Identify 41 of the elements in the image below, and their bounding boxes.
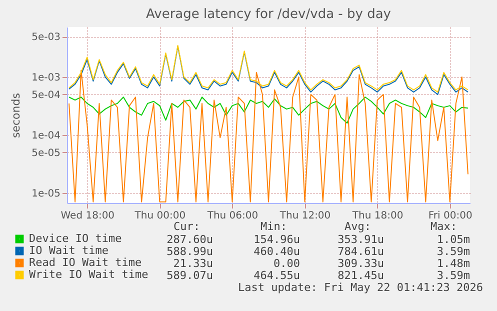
text: Cur: — [174, 220, 200, 233]
legend-label: Read IO Wait time — [29, 256, 142, 269]
text: 464.55u — [254, 269, 300, 282]
text: 3.59m — [436, 269, 470, 282]
text: Min: — [260, 220, 287, 233]
y-tick-label: 1e-04 — [32, 130, 60, 142]
y-tick-label: 1e-03 — [32, 72, 60, 84]
y-tick-label: 5e-05 — [32, 148, 60, 159]
text: 3.59m — [436, 245, 470, 258]
x-tick-label: Thu 18:00 — [351, 210, 404, 222]
y-tick-label: 5e-03 — [32, 32, 60, 44]
legend-label: Device IO time — [29, 232, 122, 245]
text: 309.33u — [338, 257, 384, 270]
x-tick-label: Fri 00:00 — [428, 210, 472, 222]
text: 1.48m — [436, 257, 470, 270]
text: 588.99u — [166, 245, 213, 258]
text: 784.61u — [338, 245, 384, 258]
y-tick-label: 1e-05 — [32, 188, 60, 200]
text: 1.05m — [436, 233, 470, 246]
text: 821.45u — [338, 269, 384, 282]
text: Last update: Fri May 22 01:41:23 2026 — [238, 281, 483, 294]
chart-title: Average latency for /dev/vda - by day — [146, 7, 392, 22]
legend-label: Write IO Wait time — [29, 268, 148, 281]
legend-label: IO Wait time — [29, 244, 108, 257]
text: 0.00 — [274, 257, 300, 270]
text: 154.96u — [254, 233, 300, 246]
text: 287.60u — [166, 233, 213, 246]
text: 589.07u — [166, 269, 213, 282]
x-tick-label: Thu 06:00 — [206, 210, 258, 222]
line-series — [68, 70, 468, 202]
y-axis-title: seconds — [10, 92, 23, 138]
text: 353.91u — [338, 233, 384, 246]
text: Avg: — [344, 220, 371, 233]
y-tick-label: 5e-04 — [32, 90, 60, 101]
line-series — [68, 96, 468, 124]
x-tick-label: Thu 00:00 — [134, 210, 186, 222]
text: Max: — [430, 220, 457, 233]
x-tick-label: Wed 18:00 — [60, 210, 115, 222]
x-tick-label: Thu 12:00 — [278, 210, 331, 222]
text: 21.33u — [173, 257, 213, 270]
text: 460.40u — [254, 245, 300, 258]
